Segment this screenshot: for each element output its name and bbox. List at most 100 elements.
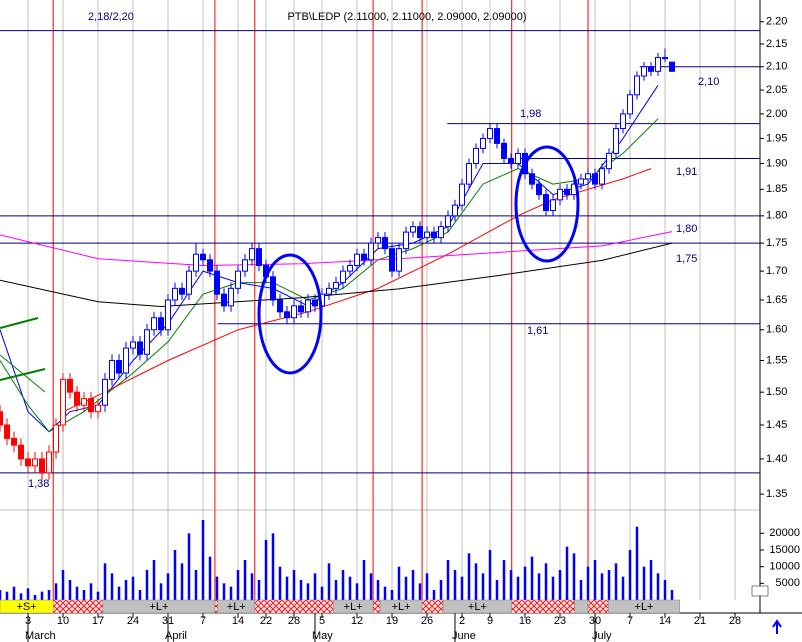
y-tick-label: 1.45 <box>766 419 787 431</box>
candle-body <box>340 270 347 284</box>
level-label: 2,10 <box>698 76 719 88</box>
y-tick-label: 1.75 <box>766 237 787 249</box>
candle-body <box>312 299 319 307</box>
candle-body <box>193 253 200 272</box>
candle-body <box>60 378 67 426</box>
candle-body <box>375 237 382 244</box>
candle-body <box>347 264 354 272</box>
candle-body <box>158 317 165 331</box>
candle-body <box>424 231 431 239</box>
moving-average <box>62 168 652 413</box>
candle-body <box>228 287 235 307</box>
annotation-ellipse <box>514 145 580 263</box>
candle-body <box>592 173 599 185</box>
candle-body <box>186 270 193 295</box>
x-tick-label: 21 <box>694 615 706 627</box>
band-label: +S+ <box>17 601 37 613</box>
y-tick-label: 1.80 <box>766 210 787 222</box>
level-label: 2,18/2,20 <box>88 11 134 23</box>
y-tick-label: 1.70 <box>766 265 787 277</box>
candle-body <box>431 231 438 239</box>
signal-band <box>608 599 680 614</box>
trend-line <box>0 317 39 329</box>
y-tick-label: 1.50 <box>766 386 787 398</box>
x-tick-label: 7 <box>627 615 633 627</box>
x-tick-label: 23 <box>554 615 566 627</box>
y-tick-label: 1.35 <box>766 488 787 500</box>
signal-band <box>214 599 218 614</box>
signal-band <box>254 599 334 614</box>
y-tick-label: 1.65 <box>766 294 787 306</box>
level-label: 1,91 <box>676 166 697 178</box>
candle-body <box>137 341 144 355</box>
signal-band <box>511 599 575 614</box>
candle-body <box>459 183 466 206</box>
candle-body <box>291 305 298 319</box>
signal-band <box>421 599 444 614</box>
candle-body <box>403 231 410 250</box>
candle-body <box>200 253 207 261</box>
scroll-arrow[interactable] <box>772 619 782 634</box>
candle-body <box>648 66 655 72</box>
candle-body <box>543 194 550 211</box>
candle-body <box>445 215 452 228</box>
candle-body <box>116 359 123 374</box>
y-tick-label: 1.90 <box>766 157 787 169</box>
candle-body <box>613 128 620 154</box>
plot-area <box>0 0 760 600</box>
x-tick-label: 22 <box>260 615 272 627</box>
trend-line <box>0 354 46 393</box>
candle-body <box>102 378 109 406</box>
candle-body <box>508 157 515 165</box>
x-tick-label: 10 <box>57 615 69 627</box>
volume-tick-label: 20000 <box>769 527 800 539</box>
candle-body <box>95 404 102 413</box>
candle-body <box>67 378 74 393</box>
candle-body <box>123 347 130 374</box>
annotation-ellipse <box>257 253 323 375</box>
x-tick-label: 14 <box>232 615 244 627</box>
band-label: +L+ <box>392 601 411 613</box>
candle-body <box>151 317 158 331</box>
candle-body <box>655 57 662 72</box>
scroll-box[interactable] <box>751 585 769 597</box>
candle-body <box>501 142 508 159</box>
candle-body <box>256 248 263 266</box>
candle-body <box>249 248 256 261</box>
candle-body <box>536 183 543 196</box>
chart-title: PTB\LEDP (2.11000, 2.11000, 2.09000, 2.0… <box>287 11 526 23</box>
candle-body <box>305 299 312 313</box>
candle-body <box>298 305 305 313</box>
candle-body <box>39 458 46 474</box>
candle-body <box>669 61 676 72</box>
month-label: April <box>165 630 187 642</box>
candle-body <box>466 163 473 185</box>
candle-body <box>599 168 606 185</box>
y-tick-label: 2.05 <box>766 84 787 96</box>
candle-body <box>410 226 417 233</box>
y-tick-label: 1.60 <box>766 324 787 336</box>
candle-body <box>88 398 95 413</box>
y-tick-label: 1.40 <box>766 453 787 465</box>
candle-body <box>641 66 648 77</box>
candle-body <box>662 57 669 60</box>
x-tick-label: 28 <box>288 615 300 627</box>
candle-body <box>557 188 564 201</box>
candle-body <box>487 128 494 139</box>
candle-body <box>627 94 634 115</box>
candle-body <box>382 237 389 250</box>
candle-body <box>214 270 221 295</box>
level-label: 1,98 <box>520 108 541 120</box>
candle-body <box>32 458 39 467</box>
candle-body <box>179 287 186 295</box>
candle-body <box>606 152 613 170</box>
month-label: July <box>592 630 612 642</box>
month-label: March <box>25 630 56 642</box>
x-tick-label: 19 <box>386 615 398 627</box>
candle-body <box>585 173 592 180</box>
band-label: +L+ <box>344 601 363 613</box>
level-label: 1,75 <box>676 253 697 265</box>
candle-body <box>634 75 641 96</box>
candle-body <box>354 253 361 266</box>
